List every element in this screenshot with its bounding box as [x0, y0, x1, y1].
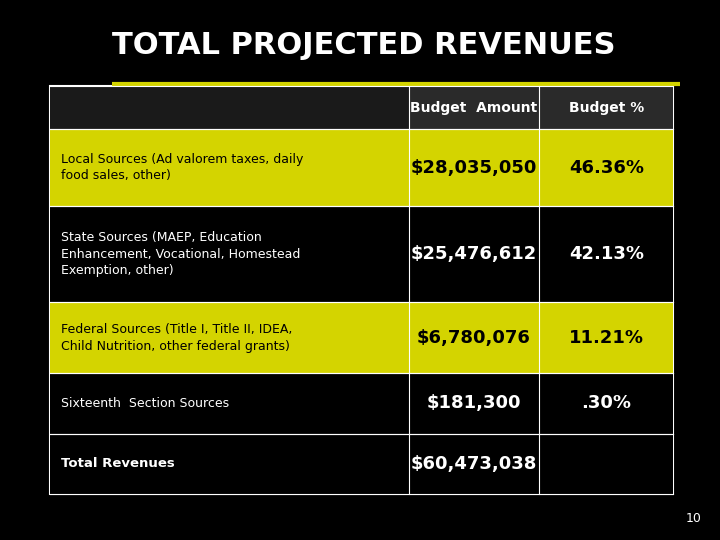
- Text: Federal Sources (Title I, Title II, IDEA,
Child Nutrition, other federal grants): Federal Sources (Title I, Title II, IDEA…: [61, 323, 292, 353]
- Bar: [408, 206, 539, 302]
- Bar: [50, 373, 408, 434]
- Text: Budget  Amount: Budget Amount: [410, 101, 538, 115]
- Bar: [408, 129, 539, 206]
- Bar: [539, 434, 673, 494]
- Bar: [408, 373, 539, 434]
- Bar: [50, 86, 408, 129]
- Text: Sixteenth  Section Sources: Sixteenth Section Sources: [61, 397, 230, 410]
- Text: $25,476,612: $25,476,612: [411, 245, 537, 263]
- Text: $181,300: $181,300: [427, 394, 521, 413]
- Bar: [539, 86, 673, 129]
- Text: $60,473,038: $60,473,038: [410, 455, 537, 473]
- Bar: [50, 129, 408, 206]
- Text: .30%: .30%: [581, 394, 631, 413]
- Text: Total Revenues: Total Revenues: [61, 457, 175, 470]
- Text: 42.13%: 42.13%: [569, 245, 644, 263]
- Bar: [408, 86, 539, 129]
- Text: 46.36%: 46.36%: [569, 159, 644, 177]
- Bar: [408, 302, 539, 373]
- Bar: [408, 434, 539, 494]
- Bar: [539, 129, 673, 206]
- Text: TOTAL PROJECTED REVENUES: TOTAL PROJECTED REVENUES: [112, 31, 615, 60]
- Text: 10: 10: [686, 512, 702, 525]
- Bar: [50, 86, 673, 494]
- Bar: [539, 206, 673, 302]
- Text: Budget %: Budget %: [569, 101, 644, 115]
- Text: Local Sources (Ad valorem taxes, daily
food sales, other): Local Sources (Ad valorem taxes, daily f…: [61, 153, 304, 183]
- Text: 11.21%: 11.21%: [569, 329, 644, 347]
- Bar: [50, 206, 408, 302]
- Bar: [539, 302, 673, 373]
- Bar: [50, 434, 408, 494]
- Bar: [50, 302, 408, 373]
- Text: State Sources (MAEP, Education
Enhancement, Vocational, Homestead
Exemption, oth: State Sources (MAEP, Education Enhanceme…: [61, 231, 300, 277]
- Text: $28,035,050: $28,035,050: [410, 159, 537, 177]
- Bar: [539, 373, 673, 434]
- Text: $6,780,076: $6,780,076: [417, 329, 531, 347]
